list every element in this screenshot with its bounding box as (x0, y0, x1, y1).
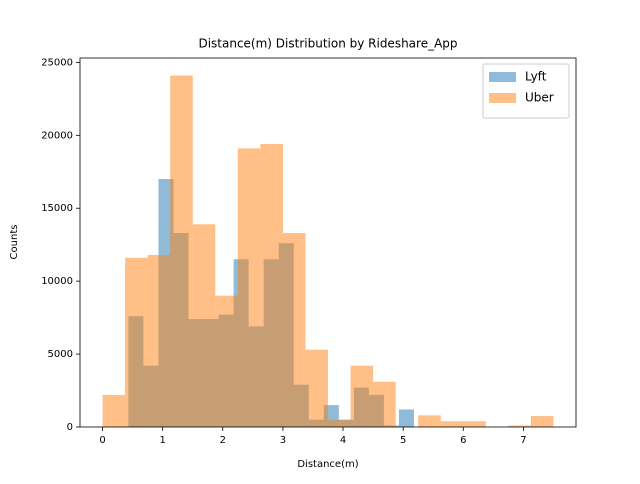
y-axis-label: Counts (9, 225, 20, 260)
bar (398, 409, 414, 427)
bar (305, 349, 328, 427)
bar (260, 144, 283, 427)
bar (508, 425, 531, 427)
bar (125, 257, 148, 427)
bar (102, 394, 126, 427)
bar (530, 416, 554, 427)
bar (192, 224, 216, 427)
legend-label: Lyft (525, 70, 547, 84)
x-tick-label: 5 (400, 435, 406, 446)
bar (373, 381, 396, 427)
x-axis-label: Distance(m) (297, 459, 358, 470)
y-tick-label: 5000 (48, 349, 73, 360)
plot-frame (79, 57, 577, 428)
bar (147, 254, 171, 427)
y-tick-label: 0 (67, 422, 73, 433)
legend-swatch (489, 72, 516, 82)
bar (328, 419, 351, 427)
bar (440, 421, 464, 427)
x-tick-label: 4 (340, 435, 346, 446)
legend-label: Uber (525, 91, 554, 105)
x-tick-label: 3 (280, 435, 286, 446)
legend-swatch (489, 93, 516, 103)
bar (170, 75, 193, 427)
bar (215, 295, 238, 427)
bar (463, 421, 486, 427)
y-tick-label: 25000 (41, 57, 73, 68)
y-tick-label: 10000 (41, 276, 73, 287)
x-tick-label: 2 (220, 435, 226, 446)
x-tick-label: 0 (99, 435, 105, 446)
x-tick-label: 1 (159, 435, 165, 446)
bar (282, 233, 306, 427)
x-tick-label: 6 (460, 435, 466, 446)
chart-title: Distance(m) Distribution by Rideshare_Ap… (198, 37, 457, 51)
bar (237, 148, 261, 427)
y-tick-label: 20000 (41, 130, 73, 141)
x-tick-label: 7 (520, 435, 526, 446)
bar (418, 415, 441, 427)
y-tick-label: 15000 (41, 203, 73, 214)
bar (350, 365, 374, 427)
